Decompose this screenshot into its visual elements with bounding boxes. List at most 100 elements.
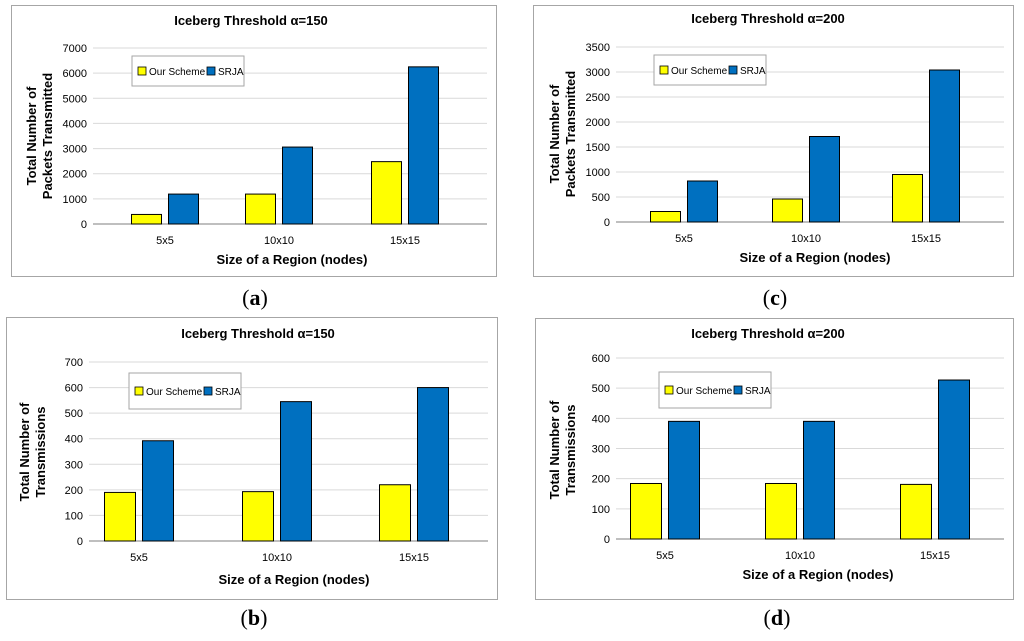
x-tick-label-1-1: 10x10 [791,233,821,245]
bar-2-our-scheme-0 [104,491,136,542]
y-tick-label-2-5: 500 [65,408,83,420]
x-tick-label-0-2: 15x15 [390,235,420,247]
x-tick-label-1-2: 15x15 [911,233,941,245]
y-tick-label-0-6: 6000 [63,68,87,80]
x-tick-label-2-1: 10x10 [262,552,292,564]
bar-1-srja-1 [809,136,840,223]
bar-0-srja-0 [168,193,199,225]
panel-label-c: (c) [762,285,788,310]
y-tick-label-0-7: 7000 [63,43,87,55]
y-tick-label-1-5: 2500 [586,92,610,104]
y-tick-label-1-6: 3000 [586,67,610,79]
x-tick-label-2-2: 15x15 [399,552,429,564]
bar-3-our-scheme-2 [900,483,932,540]
y-tick-label-1-2: 1000 [586,167,610,179]
legend-label-0-1: SRJA [218,67,244,78]
legend-label-0-0: Our Scheme [149,67,206,78]
y-tick-label-2-4: 400 [65,434,83,446]
y-tick-label-2-1: 100 [65,510,83,522]
y-axis-label-1-0: Total Number of [547,84,562,183]
legend-swatch-3-0 [664,385,674,395]
legend-swatch-1-0 [659,65,669,75]
y-tick-label-2-0: 0 [77,536,83,548]
x-axis-label-3: Size of a Region (nodes) [743,567,894,582]
panel-d-frame [535,318,1014,600]
y-tick-label-2-7: 700 [65,357,83,369]
bar-2-srja-1 [280,401,312,542]
y-tick-label-3-3: 300 [592,444,610,456]
chart-title-0: Iceberg Threshold α=150 [174,13,328,28]
chart-title-3: Iceberg Threshold α=200 [691,326,845,341]
legend-box-0 [131,55,245,87]
legend-box-1 [653,54,767,86]
legend-label-2-0: Our Scheme [146,387,203,398]
y-tick-label-0-0: 0 [81,219,87,231]
y-axis-label-2-0: Total Number of [17,402,32,501]
y-tick-label-3-5: 500 [592,383,610,395]
y-tick-label-0-2: 2000 [63,169,87,181]
bar-3-our-scheme-1 [765,482,797,540]
bar-2-srja-0 [142,440,174,542]
y-axis-label-0-1: Packets Transmitted [40,73,55,200]
y-tick-label-1-4: 2000 [586,117,610,129]
y-tick-label-2-2: 200 [65,485,83,497]
legend-label-1-1: SRJA [740,66,766,77]
bar-3-our-scheme-0 [630,482,662,540]
x-axis-label-0: Size of a Region (nodes) [217,252,368,267]
panel-b-frame [6,317,498,600]
bar-0-our-scheme-1 [245,193,276,225]
legend-box-2 [128,372,242,410]
x-tick-label-3-0: 5x5 [656,550,674,562]
legend-swatch-1-1 [728,65,738,75]
y-tick-label-3-2: 200 [592,474,610,486]
chart-title-2: Iceberg Threshold α=150 [181,326,335,341]
y-tick-label-0-1: 1000 [63,194,87,206]
bar-1-our-scheme-0 [650,211,681,223]
y-tick-label-3-4: 400 [592,413,610,425]
legend-swatch-0-1 [206,66,216,76]
y-tick-label-1-1: 500 [592,192,610,204]
y-tick-label-3-0: 0 [604,534,610,546]
bar-3-srja-1 [803,420,835,540]
y-tick-label-0-4: 4000 [63,118,87,130]
x-axis-label-2: Size of a Region (nodes) [219,572,370,587]
bar-1-our-scheme-1 [772,198,803,223]
legend-swatch-0-0 [137,66,147,76]
y-tick-label-0-5: 5000 [63,93,87,105]
y-tick-label-1-0: 0 [604,217,610,229]
bar-1-srja-0 [687,180,718,223]
y-tick-label-1-7: 3500 [586,42,610,54]
x-axis-label-1: Size of a Region (nodes) [740,250,891,265]
y-axis-label-2-1: Transmissions [33,406,48,497]
y-tick-label-0-3: 3000 [63,144,87,156]
y-axis-label-0-0: Total Number of [24,86,39,185]
chart-title-1: Iceberg Threshold α=200 [691,11,845,26]
bar-1-srja-2 [929,69,960,223]
bar-0-our-scheme-0 [131,213,162,225]
bar-2-srja-2 [417,387,449,542]
legend-swatch-2-0 [134,386,144,396]
y-tick-label-2-6: 600 [65,383,83,395]
y-tick-label-3-1: 100 [592,504,610,516]
x-tick-label-0-1: 10x10 [264,235,294,247]
panel-label-a: (a) [242,285,268,310]
bar-0-srja-1 [282,146,313,225]
bar-3-srja-0 [668,420,700,540]
x-tick-label-0-0: 5x5 [156,235,174,247]
panel-label-b: (b) [240,605,268,630]
bar-3-srja-2 [938,379,970,540]
y-axis-label-3-1: Transmissions [563,404,578,495]
bar-2-our-scheme-2 [379,484,411,542]
bar-1-our-scheme-2 [892,174,923,223]
legend-label-3-0: Our Scheme [676,386,733,397]
legend-label-3-1: SRJA [745,386,771,397]
y-axis-label-3-0: Total Number of [547,400,562,499]
x-tick-label-3-1: 10x10 [785,550,815,562]
legend-swatch-3-1 [733,385,743,395]
y-tick-label-1-3: 1500 [586,142,610,154]
x-tick-label-3-2: 15x15 [920,550,950,562]
y-axis-label-1-1: Packets Transmitted [563,71,578,198]
y-tick-label-3-6: 600 [592,353,610,365]
bar-0-our-scheme-2 [371,161,402,225]
